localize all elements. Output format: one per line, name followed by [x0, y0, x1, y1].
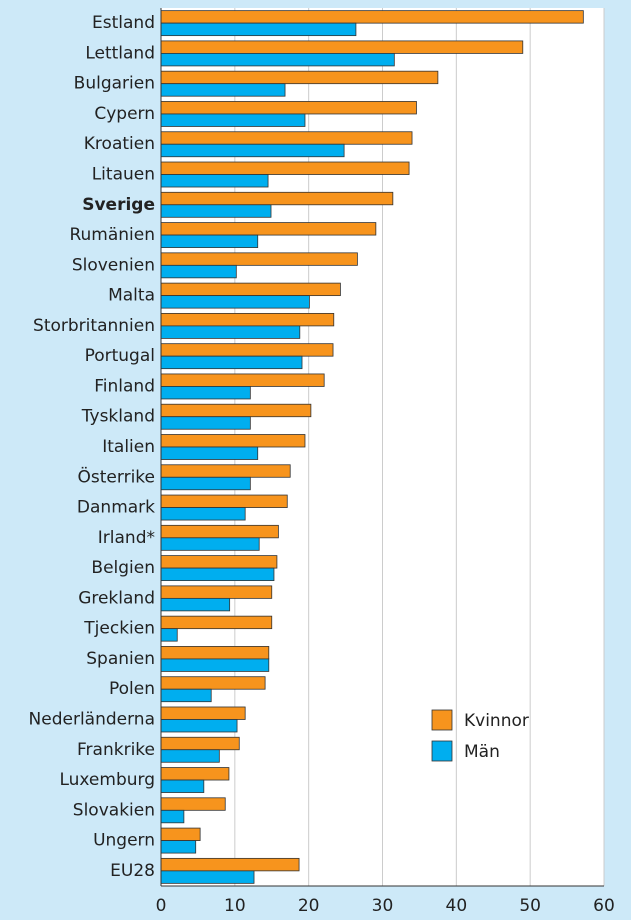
- bar: [160, 719, 238, 733]
- bar: [160, 343, 334, 357]
- y-tick-label: Slovakien: [73, 800, 155, 820]
- y-tick-label: Österrike: [78, 465, 155, 487]
- bar: [160, 585, 273, 599]
- y-tick-label: Sverige: [82, 195, 155, 215]
- bar: [160, 840, 197, 854]
- bar: [160, 827, 201, 841]
- bar: [160, 53, 395, 67]
- legend-swatch: [431, 740, 453, 762]
- y-tick-label: Finland: [94, 376, 155, 396]
- bar: [160, 767, 230, 781]
- bar: [160, 386, 251, 400]
- y-tick-label: Belgien: [91, 558, 155, 578]
- x-tick-label: 40: [446, 896, 468, 916]
- bar: [160, 222, 377, 236]
- legend-label: Kvinnor: [464, 711, 529, 731]
- bar: [160, 434, 306, 448]
- bar: [160, 797, 226, 811]
- bar: [160, 416, 251, 430]
- bar: [160, 597, 231, 612]
- bar: [160, 736, 240, 751]
- bar: [160, 857, 300, 872]
- bar: [160, 295, 310, 309]
- y-tick-label: Rumänien: [69, 225, 155, 245]
- bar: [160, 567, 275, 582]
- bar: [160, 113, 306, 127]
- bar: [160, 174, 269, 188]
- y-tick-label: Storbritannien: [33, 316, 155, 336]
- y-tick-label: Tyskland: [81, 407, 155, 427]
- bar: [160, 749, 220, 763]
- bar: [160, 312, 335, 327]
- bar: [160, 870, 255, 884]
- x-tick-label: 0: [156, 896, 167, 916]
- bar: [160, 507, 246, 521]
- y-tick-label: Danmark: [77, 498, 155, 518]
- x-tick-label: 50: [519, 896, 541, 916]
- y-tick-label: Bulgarien: [74, 74, 155, 94]
- bar: [160, 464, 291, 478]
- bar: [160, 252, 358, 266]
- bar: [160, 646, 270, 660]
- bar: [160, 191, 394, 206]
- x-tick-label: 60: [593, 896, 615, 916]
- bar: [160, 403, 312, 418]
- bar: [160, 537, 260, 551]
- bar: [160, 779, 205, 793]
- bar: [160, 10, 584, 24]
- bar: [160, 355, 303, 370]
- bar: [160, 628, 178, 642]
- bar: [160, 524, 279, 539]
- y-tick-label: EU28: [110, 861, 155, 881]
- bar: [160, 234, 259, 248]
- bar: [160, 161, 410, 175]
- bar: [160, 325, 301, 339]
- y-tick-label: Litauen: [92, 165, 155, 185]
- y-tick-label: Cypern: [94, 104, 155, 124]
- y-tick-label: Ungern: [93, 831, 155, 851]
- y-tick-label: Malta: [108, 286, 155, 306]
- bar: [160, 264, 237, 279]
- bar: [160, 70, 439, 85]
- y-tick-label: Slovenien: [72, 255, 155, 275]
- legend-swatch: [431, 709, 453, 731]
- y-tick-label: Italien: [102, 437, 155, 457]
- bar: [160, 22, 357, 37]
- y-tick-label: Luxemburg: [59, 770, 155, 790]
- y-tick-label: Grekland: [78, 588, 155, 608]
- bar: [160, 143, 345, 158]
- bar: [160, 282, 341, 297]
- bar: [160, 476, 251, 491]
- bar: [160, 494, 288, 508]
- x-tick-label: 30: [372, 896, 394, 916]
- bar: [160, 809, 185, 824]
- bar: [160, 204, 272, 218]
- bar: [160, 658, 270, 672]
- bar: [160, 83, 286, 97]
- y-tick-label: Nederländerna: [29, 709, 155, 729]
- bar: [160, 706, 246, 720]
- bar: [160, 676, 266, 690]
- y-tick-label: Irland*: [98, 528, 155, 548]
- bar: [160, 555, 278, 569]
- y-tick-label: Polen: [109, 679, 155, 699]
- bar: [160, 101, 417, 115]
- bar: [160, 446, 259, 460]
- legend-label: Män: [464, 742, 500, 762]
- y-tick-label: Estland: [92, 13, 155, 33]
- bar: [160, 40, 524, 54]
- x-tick-label: 10: [224, 896, 246, 916]
- y-tick-label: Tjeckien: [83, 619, 155, 639]
- bar: [160, 373, 325, 387]
- bar: [160, 688, 212, 703]
- y-tick-label: Kroatien: [84, 134, 155, 154]
- bar: [160, 615, 273, 630]
- y-tick-label: Lettland: [85, 43, 155, 63]
- y-tick-label: Portugal: [85, 346, 155, 366]
- bar: [160, 131, 413, 145]
- x-tick-label: 20: [298, 896, 320, 916]
- y-tick-label: Spanien: [86, 649, 155, 669]
- y-tick-label: Frankrike: [77, 740, 155, 760]
